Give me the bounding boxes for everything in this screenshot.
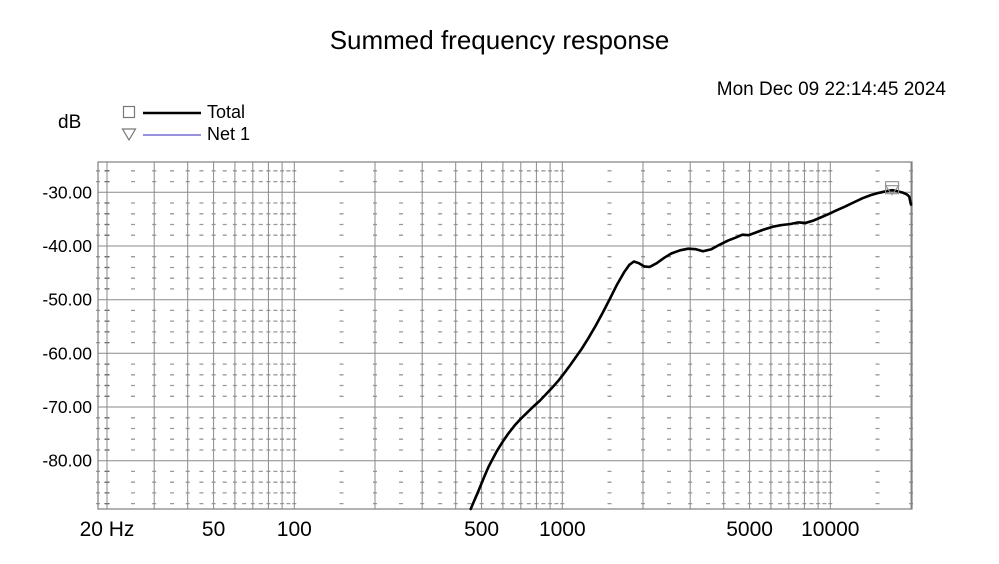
timestamp: Mon Dec 09 22:14:45 2024 (716, 79, 946, 100)
legend-item-net1: Net 1 (118, 123, 318, 145)
x-tick-label: 50 (202, 518, 225, 541)
legend-net1-label: Net 1 (207, 124, 251, 144)
x-tick-label: 20 Hz (80, 518, 135, 541)
x-tick-label: 5000 (726, 518, 773, 541)
legend-total-label: Total (207, 102, 246, 122)
x-tick-label: 100 (277, 518, 312, 541)
y-tick-label: -80.00 (42, 451, 92, 471)
square-marker-icon (122, 105, 136, 119)
y-tick-label: -60.00 (42, 343, 92, 363)
plot-frame (97, 161, 913, 510)
legend-net1-swatch (121, 128, 201, 142)
cursor-triangle-marker-icon (884, 185, 900, 196)
legend-total-swatch (122, 105, 201, 119)
chart-title: Summed frequency response (329, 25, 670, 55)
cursor-square-marker-icon (885, 181, 900, 195)
y-tick-label: -70.00 (42, 397, 92, 417)
x-tick-label: 500 (464, 518, 499, 541)
y-tick-label: -30.00 (42, 182, 92, 202)
triangle-down-marker-icon (121, 128, 137, 142)
legend: Total Net 1 (118, 101, 318, 145)
x-tick-label: 1000 (539, 518, 586, 541)
y-axis-unit-label: dB (58, 112, 82, 133)
y-tick-label: -40.00 (42, 236, 92, 256)
y-tick-label: -50.00 (42, 290, 92, 310)
x-tick-label: 10000 (801, 518, 859, 541)
total-curve (469, 188, 913, 511)
minor-grid-dashes (96, 170, 913, 505)
legend-item-total: Total (118, 101, 318, 123)
